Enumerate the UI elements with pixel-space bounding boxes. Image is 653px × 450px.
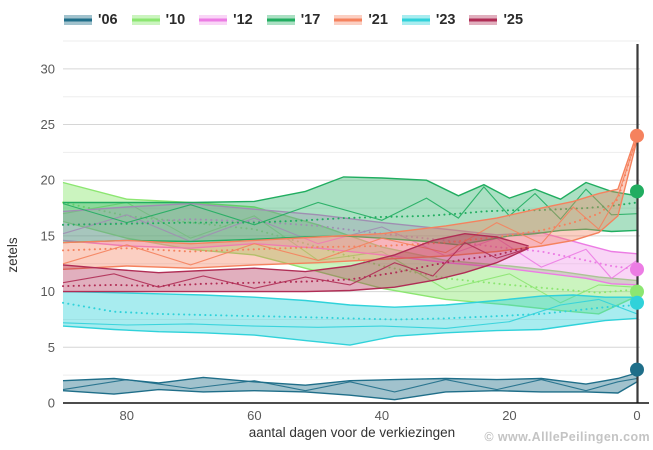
average-line-21 [62, 134, 638, 253]
y-tick-label: 0 [48, 396, 55, 411]
band-23 [63, 291, 637, 346]
legend-label: '06 [98, 11, 118, 28]
band-lower-06 [62, 381, 638, 401]
band-upper-23 [62, 290, 637, 308]
x-tick-label: 80 [120, 408, 134, 423]
legend-label: '21 [368, 11, 388, 28]
band-25 [63, 233, 529, 292]
legend-swatch-icon [401, 15, 430, 25]
band-12 [63, 203, 637, 285]
poll-line-17 [62, 186, 638, 226]
band-upper-10 [62, 181, 638, 282]
result-dot-10[interactable] [630, 284, 644, 299]
y-tick-label: 15 [41, 228, 55, 243]
band-upper-12 [62, 202, 638, 255]
band-upper-25 [62, 232, 529, 274]
result-dots-layer [630, 128, 644, 377]
band-lower-17 [62, 228, 638, 246]
poll-line-10 [62, 201, 638, 304]
legend-label: '10 [165, 11, 186, 28]
legend-item-17[interactable]: '17 [266, 11, 321, 28]
band-upper-17 [63, 176, 638, 204]
result-dot-23[interactable] [630, 295, 644, 310]
x-tick-label: 60 [247, 408, 261, 423]
band-lower-23 [62, 317, 638, 346]
legend-swatch-icon [334, 15, 363, 25]
result-dot-17[interactable] [630, 184, 644, 199]
band-upper-06 [62, 372, 638, 386]
band-lower-25 [63, 247, 529, 293]
legend-label: '12 [233, 11, 253, 28]
legend-label: '25 [503, 11, 524, 28]
y-tick-label: 10 [41, 284, 55, 299]
chart-legend: '06 '10 '12 '17 '21 '23 '25 [0, 8, 653, 32]
band-21 [63, 133, 637, 270]
band-lower-12 [62, 239, 638, 286]
legend-label: '17 [300, 11, 321, 28]
series-layer [62, 133, 638, 401]
legend-item-23[interactable]: '23 [401, 11, 456, 28]
band-upper-21 [62, 133, 638, 245]
poll-line-23 [62, 298, 638, 329]
legend-swatch-icon [64, 15, 92, 25]
y-tick-label: 25 [41, 117, 55, 132]
band-lower-21 [62, 139, 638, 270]
poll-line-12 [62, 214, 638, 280]
y-axis-title: zetels [5, 237, 20, 273]
legend-label: '23 [435, 11, 456, 28]
poll-line-21 [62, 137, 638, 266]
legend-swatch-icon [199, 15, 228, 25]
poll-line-06 [62, 377, 638, 393]
legend-item-25[interactable]: '25 [469, 13, 523, 28]
legend-item-10[interactable]: '10 [131, 11, 186, 28]
x-tick-label: 0 [633, 408, 640, 423]
legend-item-06[interactable]: '06 [64, 13, 118, 28]
x-tick-label: 40 [375, 408, 389, 423]
y-tick-label: 5 [48, 340, 55, 355]
result-dot-21[interactable] [630, 128, 644, 143]
legend-item-21[interactable]: '21 [334, 13, 388, 28]
average-line-10 [62, 201, 638, 294]
y-tick-label: 30 [41, 61, 55, 76]
legend-swatch-icon [131, 15, 160, 25]
legend-swatch-icon [266, 15, 295, 25]
average-line-12 [62, 218, 638, 271]
band-10 [63, 182, 637, 314]
average-line-17 [62, 201, 638, 226]
legend-item-12[interactable]: '12 [199, 13, 253, 28]
y-tick-label: 20 [41, 173, 55, 188]
watermark: © www.AlllePeilingen.com [484, 430, 650, 444]
tick-labels-layer: 0 5 10 15 20 25 30 80 60 40 20 0 [41, 61, 641, 423]
x-tick-label: 20 [502, 408, 516, 423]
average-line-25 [62, 246, 530, 288]
x-axis-title: aantal dagen voor de verkiezingen [249, 425, 455, 440]
legend-swatch-icon [469, 15, 498, 25]
result-dot-06[interactable] [630, 362, 644, 377]
result-dot-12[interactable] [630, 262, 644, 277]
